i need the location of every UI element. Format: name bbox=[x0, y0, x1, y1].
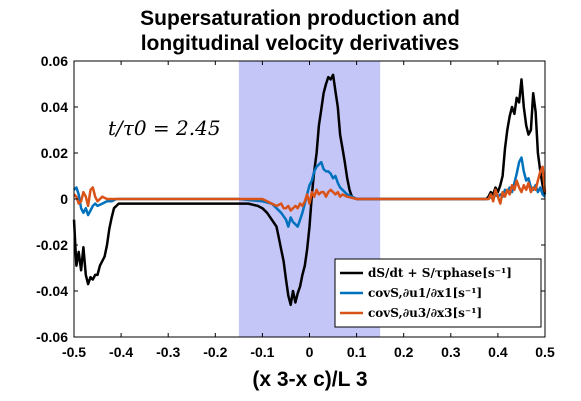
x-tick-label: 0 bbox=[306, 344, 314, 360]
x-tick-label: 0.5 bbox=[535, 344, 555, 360]
y-tick-label: 0.06 bbox=[41, 53, 68, 69]
x-tick-label: 0.2 bbox=[394, 344, 414, 360]
x-tick-label: -0.2 bbox=[203, 344, 227, 360]
x-tick-label: -0.5 bbox=[62, 344, 86, 360]
y-tick-label: 0 bbox=[60, 191, 68, 207]
chart-title-line-2: longitudinal velocity derivatives bbox=[141, 32, 460, 55]
legend-label: covS,∂u3/∂x3[s⁻¹] bbox=[368, 306, 482, 320]
x-tick-label: 0.4 bbox=[488, 344, 508, 360]
legend: dS/dt + S/τphase[s⁻¹] covS,∂u1/∂x1[s⁻¹] co… bbox=[334, 258, 542, 328]
y-tick-label: -0.06 bbox=[36, 329, 68, 345]
chart-title-line-1: Supersaturation production and bbox=[140, 7, 460, 30]
legend-label: dS/dt + S/τphase[s⁻¹] bbox=[368, 266, 512, 280]
y-tick-label: -0.02 bbox=[36, 237, 68, 253]
x-tick-label: -0.4 bbox=[109, 344, 133, 360]
y-tick-label: 0.04 bbox=[41, 99, 68, 115]
x-tick-label: -0.3 bbox=[156, 344, 180, 360]
y-tick-label: -0.04 bbox=[36, 283, 68, 299]
time-annotation: t/τ0 = 2.45 bbox=[108, 116, 221, 140]
legend-label: covS,∂u1/∂x1[s⁻¹] bbox=[368, 286, 482, 300]
x-tick-label: 0.3 bbox=[441, 344, 461, 360]
x-axis-label: (x 3-x c)/L 3 bbox=[252, 368, 367, 391]
series-line-3 bbox=[73, 165, 547, 212]
legend-box bbox=[334, 258, 542, 328]
y-tick-label: 0.02 bbox=[41, 145, 68, 161]
x-tick-label: 0.1 bbox=[347, 344, 367, 360]
x-tick-label: -0.1 bbox=[250, 344, 274, 360]
